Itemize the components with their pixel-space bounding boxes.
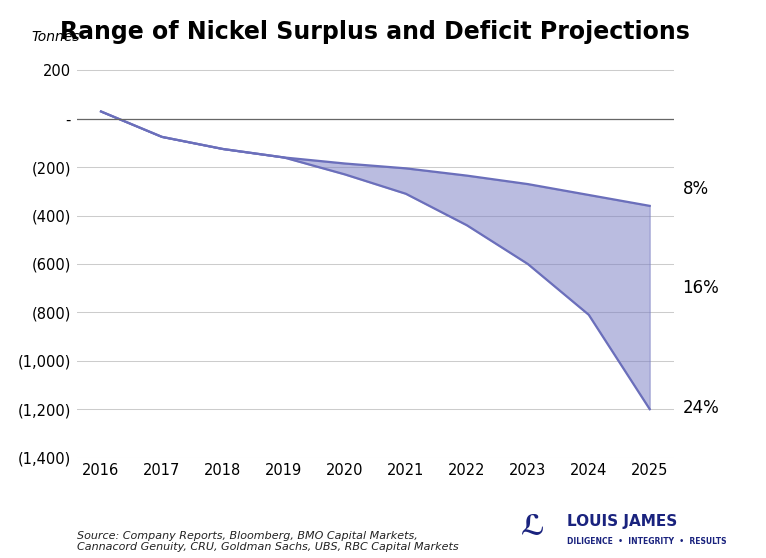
Text: LOUIS JAMES: LOUIS JAMES [567, 514, 677, 529]
Text: 16%: 16% [683, 279, 719, 297]
Text: ℒ: ℒ [521, 513, 545, 541]
Text: 24%: 24% [683, 399, 719, 417]
Title: Range of Nickel Surplus and Deficit Projections: Range of Nickel Surplus and Deficit Proj… [61, 20, 690, 44]
Text: DILIGENCE  •  INTEGRITY  •  RESULTS: DILIGENCE • INTEGRITY • RESULTS [567, 537, 726, 546]
Text: Tonnes: Tonnes [32, 30, 80, 44]
Text: Source: Company Reports, Bloomberg, BMO Capital Markets,
Cannacord Genuity, CRU,: Source: Company Reports, Bloomberg, BMO … [77, 531, 458, 552]
Text: 8%: 8% [683, 180, 709, 198]
